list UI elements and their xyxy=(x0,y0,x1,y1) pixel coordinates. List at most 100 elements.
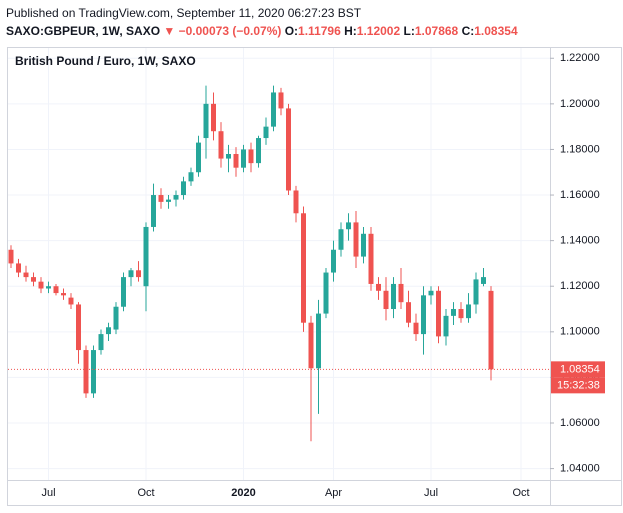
countdown-label: 15:32:38 xyxy=(557,379,600,391)
candle-body xyxy=(8,249,14,264)
candle-body xyxy=(226,154,231,159)
x-tick-label: Apr xyxy=(325,487,342,499)
candle-body xyxy=(23,272,29,278)
candle-body xyxy=(211,103,216,132)
quote-line: SAXO:GBPEUR, 1W, SAXO ▼ −0.00073 (−0.07%… xyxy=(6,22,518,40)
y-tick-label: 1.16000 xyxy=(560,189,600,201)
frame xyxy=(7,47,622,506)
grid xyxy=(8,48,550,480)
candle-body xyxy=(398,283,404,303)
candle-body xyxy=(136,270,141,278)
y-tick-label: 1.20000 xyxy=(560,98,600,110)
candle-body xyxy=(158,195,164,202)
open-label: O: xyxy=(284,24,299,38)
close-value: 1.08354 xyxy=(474,24,518,38)
candle-body xyxy=(83,350,89,394)
candle-body xyxy=(308,322,314,369)
close-label: C: xyxy=(461,24,475,38)
x-tick-label: Oct xyxy=(137,487,154,499)
candle-body xyxy=(361,233,366,257)
candle-body xyxy=(68,297,74,305)
candle-body xyxy=(443,315,449,337)
candle-body xyxy=(481,277,486,284)
candle-body xyxy=(316,313,321,369)
candle-body xyxy=(188,172,194,182)
candle-body xyxy=(121,277,126,307)
x-tick-label: Oct xyxy=(512,487,529,499)
candle-body xyxy=(218,131,224,159)
candle-body xyxy=(31,277,36,282)
published: Published on TradingView.com, September … xyxy=(6,6,362,20)
candle-body xyxy=(271,92,276,127)
candle-body xyxy=(196,142,201,173)
candle-body xyxy=(98,334,104,351)
candle-body xyxy=(383,290,389,310)
chart-title: British Pound / Euro, 1W, SAXO xyxy=(15,54,196,68)
down-arrow: ▼ xyxy=(163,24,176,38)
candle-body xyxy=(91,350,96,394)
candle-body xyxy=(323,272,329,314)
candle-body xyxy=(301,213,306,323)
x-tick-label: Jul xyxy=(41,487,55,499)
candle-body xyxy=(436,290,441,337)
candle-body xyxy=(151,195,156,227)
candle-body xyxy=(293,190,299,214)
header: Published on TradingView.com, September … xyxy=(6,4,518,40)
y-tick-label: 1.10000 xyxy=(560,326,600,338)
y-tick-label: 1.18000 xyxy=(560,143,600,155)
candle-body xyxy=(241,149,246,168)
candle-body xyxy=(181,181,186,196)
low-value: 1.07868 xyxy=(414,24,459,38)
candle-body xyxy=(38,281,44,289)
candle-body xyxy=(76,304,81,351)
candle-body xyxy=(61,293,66,296)
candle-body xyxy=(391,283,396,310)
candle-body xyxy=(421,295,426,335)
high-label: H: xyxy=(344,24,357,38)
x-tick-label: Jul xyxy=(424,487,438,499)
candle-body xyxy=(368,233,374,284)
candle-body xyxy=(128,270,134,278)
candle-body xyxy=(53,286,59,294)
last-price-label: 1.08354 xyxy=(560,363,600,375)
candle-body xyxy=(338,229,344,250)
candle-body xyxy=(113,306,119,330)
candle-body xyxy=(488,290,494,370)
candle-body xyxy=(346,222,351,230)
candle-body xyxy=(263,126,269,139)
candle-body xyxy=(256,138,261,164)
low-label: L: xyxy=(403,24,415,38)
candle-body xyxy=(331,249,336,273)
candle-body xyxy=(16,263,21,273)
candle-body xyxy=(473,279,479,305)
y-tick-label: 1.12000 xyxy=(560,280,600,292)
high-value: 1.12002 xyxy=(356,24,401,38)
candle-body xyxy=(428,290,434,296)
countdown-box xyxy=(551,377,605,394)
y-tick-label: 1.14000 xyxy=(560,235,600,247)
candle-body xyxy=(166,199,171,202)
candle-body xyxy=(451,309,456,316)
y-tick-label: 1.06000 xyxy=(560,417,600,429)
candle-body xyxy=(376,283,381,291)
candle-body xyxy=(106,327,111,335)
candle-body xyxy=(278,92,284,109)
candle-body xyxy=(203,103,209,139)
open-value: 1.11796 xyxy=(298,24,341,38)
candle-body xyxy=(458,309,464,319)
candle-body xyxy=(353,222,359,257)
candle-body xyxy=(248,149,254,164)
candle-body xyxy=(46,286,51,289)
candle-body xyxy=(143,226,149,287)
candles xyxy=(8,85,494,442)
candle-body xyxy=(286,108,291,191)
candle-body xyxy=(233,154,239,168)
symbol: SAXO:GBPEUR, 1W, SAXO xyxy=(6,24,161,38)
candle-body xyxy=(406,302,411,323)
y-tick-label: 1.22000 xyxy=(560,52,600,64)
change: −0.00073 (−0.07%) xyxy=(178,24,282,38)
candle-body xyxy=(466,304,471,319)
candle-body xyxy=(173,195,179,200)
x-tick-label: 2020 xyxy=(231,487,255,499)
